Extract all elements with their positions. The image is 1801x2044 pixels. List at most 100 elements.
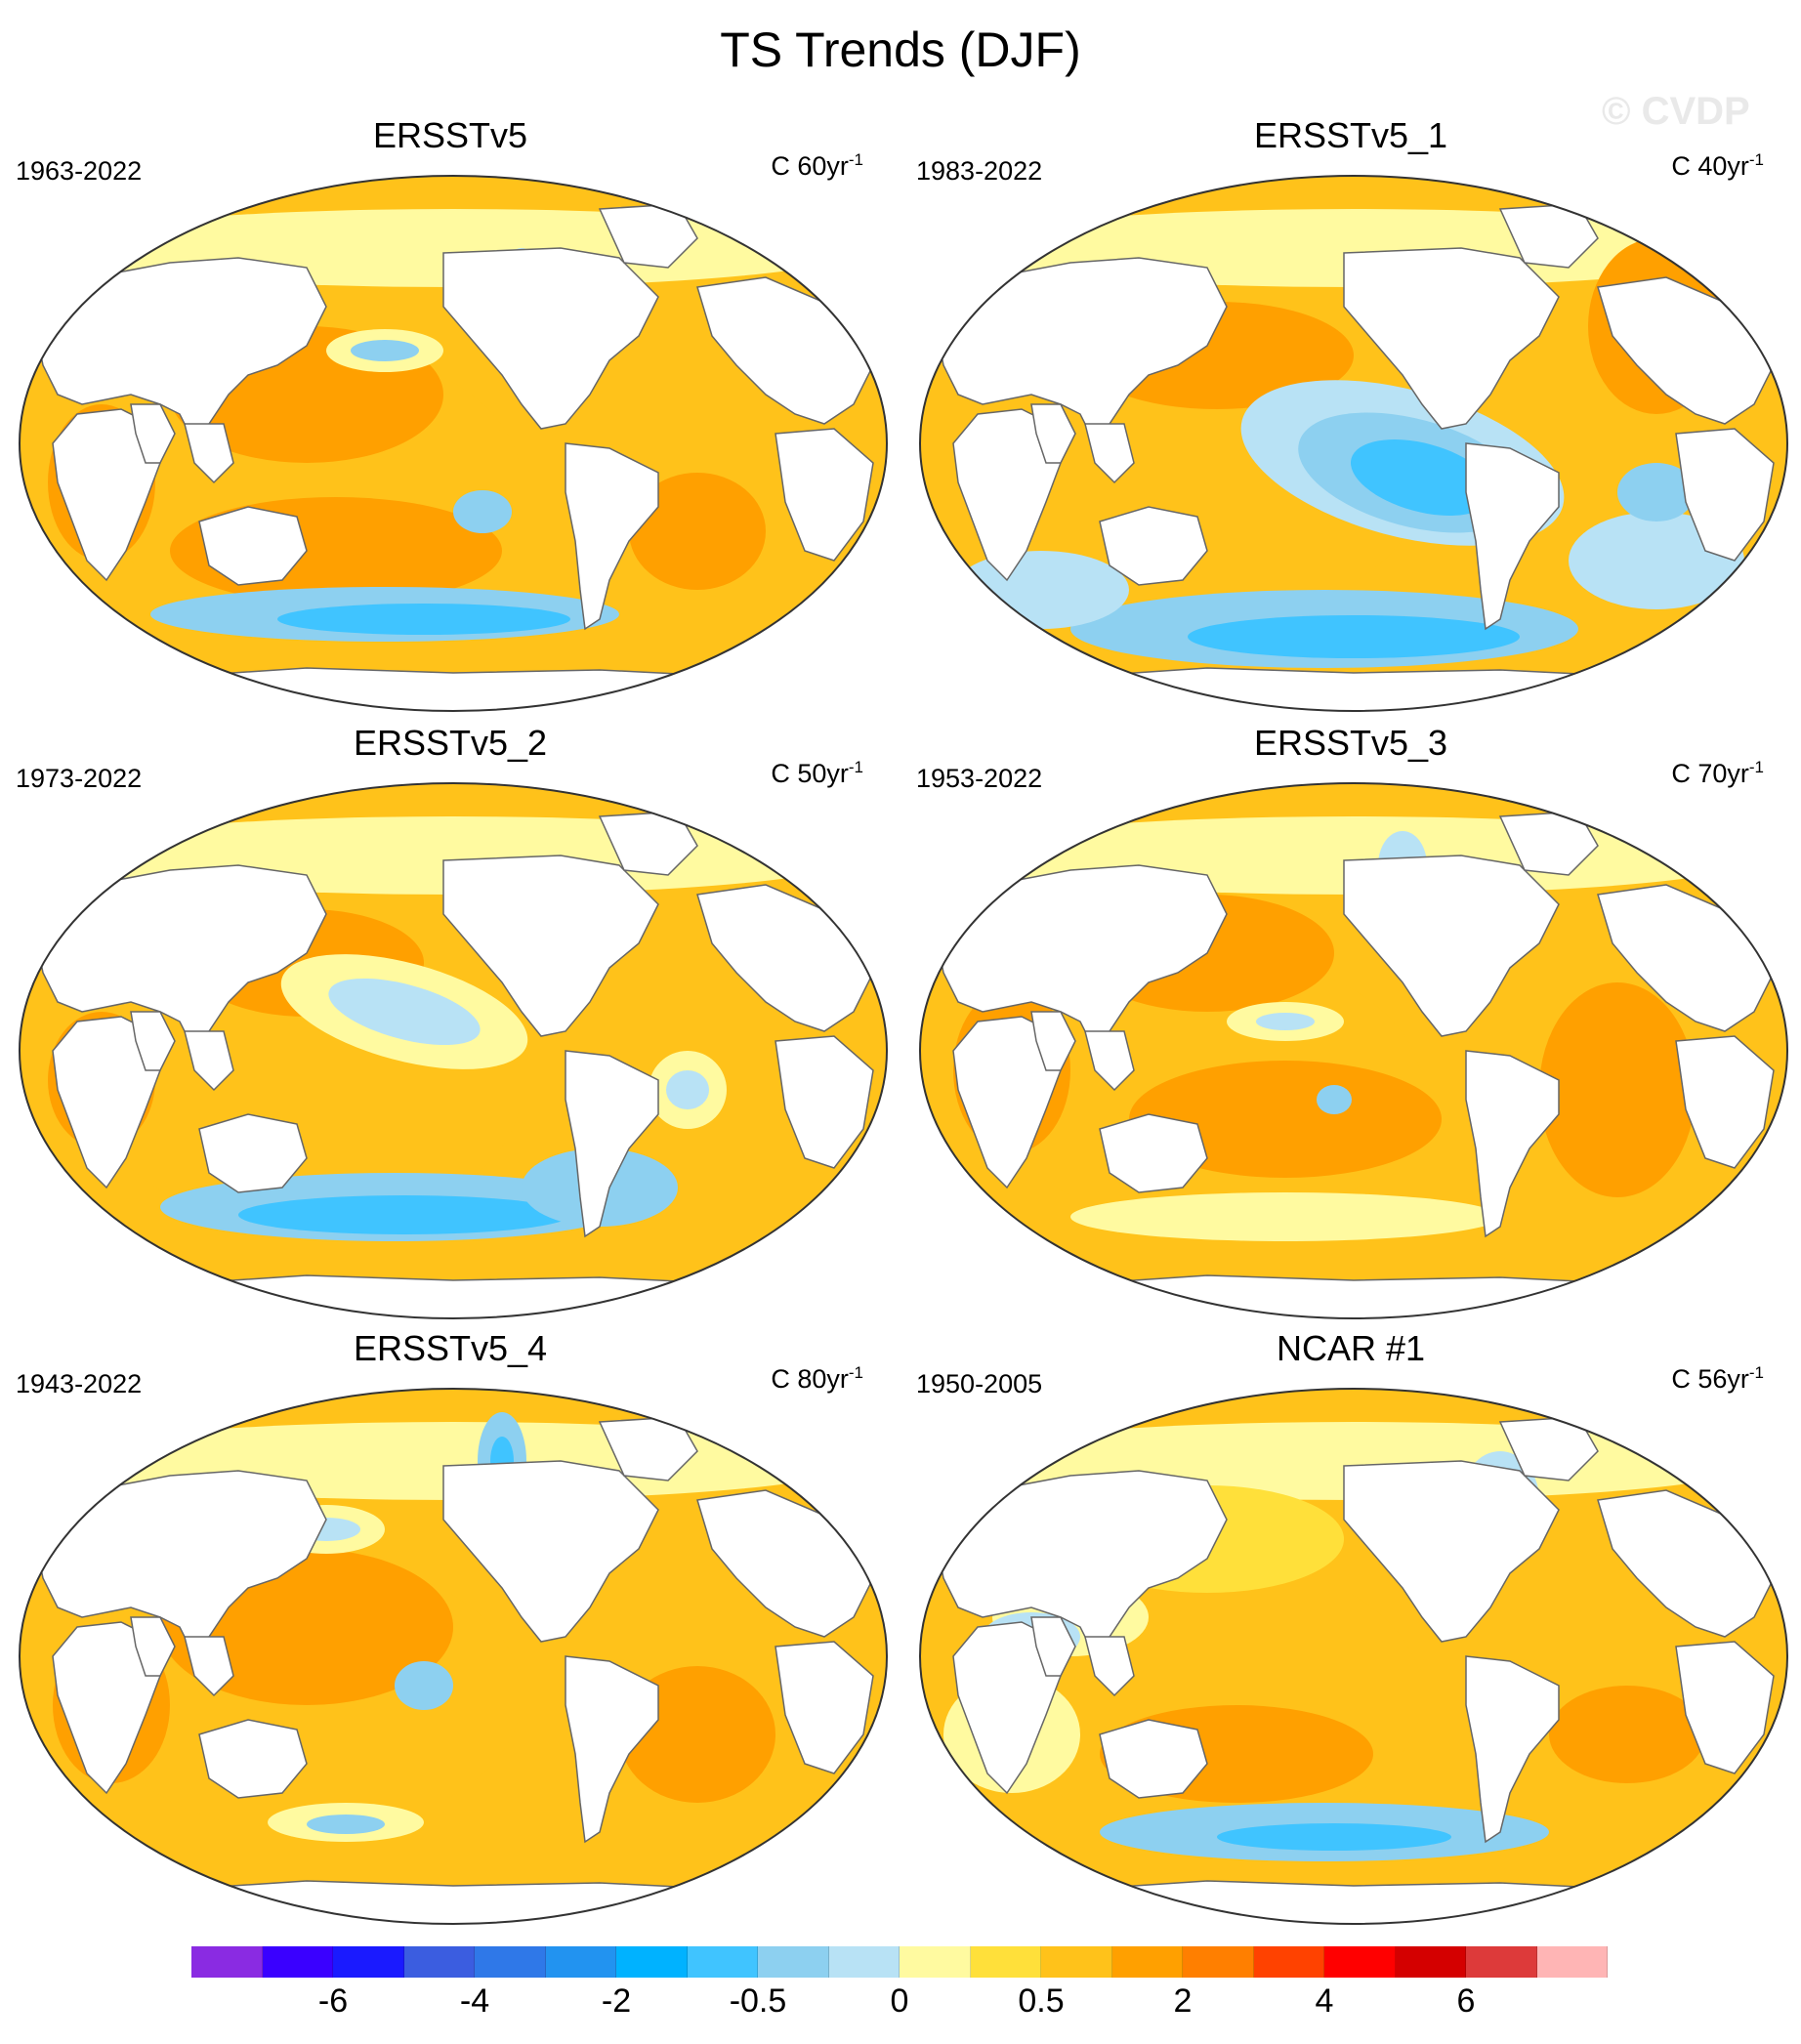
units-exponent: -1 xyxy=(848,150,863,169)
panel-title: ERSSTv5_3 xyxy=(1253,723,1448,763)
units-exponent: -1 xyxy=(848,758,863,776)
land-mass xyxy=(1099,1113,1208,1193)
colorbar-box xyxy=(1253,1946,1324,1978)
map-panel: ERSSTv5_3 1953-2022 C 70yr-1 xyxy=(900,723,1801,1328)
land-mass xyxy=(1343,1460,1560,1643)
panel-units: C 70yr-1 xyxy=(1671,758,1764,789)
units-exponent: -1 xyxy=(1748,150,1764,169)
map-border xyxy=(919,175,1788,712)
land-mass xyxy=(952,1016,1062,1189)
land-mass xyxy=(565,442,659,631)
cold-anomaly xyxy=(238,1195,570,1234)
land-mass xyxy=(442,247,659,430)
land-mass xyxy=(198,506,308,586)
colorbar-box xyxy=(1466,1946,1537,1978)
cold-anomaly xyxy=(1350,439,1494,516)
map-panel: ERSSTv5_2 1973-2022 C 50yr-1 xyxy=(0,723,900,1328)
map-panel: ERSSTv5 1963-2022 C 60yr-1 xyxy=(0,115,900,721)
panel-period: 1950-2005 xyxy=(916,1369,1043,1398)
land-mass xyxy=(130,1616,176,1677)
land-mass xyxy=(775,1035,874,1169)
land-mass xyxy=(933,257,1228,436)
units-text: C 50yr xyxy=(771,759,849,788)
land-mass xyxy=(1675,428,1775,562)
units-text: C 56yr xyxy=(1671,1364,1749,1394)
land-mass xyxy=(157,1274,759,1318)
colorbar-box xyxy=(1536,1946,1608,1978)
colorbar-box xyxy=(828,1946,900,1978)
page-title: TS Trends (DJF) xyxy=(720,22,1081,77)
map-field xyxy=(20,1389,887,1924)
colorbar-label: 0 xyxy=(890,1982,909,2020)
map-border xyxy=(19,782,888,1319)
warm-anomaly xyxy=(1549,1686,1705,1783)
land-mass xyxy=(1099,1719,1208,1799)
colorbar-label: -0.5 xyxy=(729,1982,787,2020)
colorbar-box xyxy=(262,1946,333,1978)
colorbar-box xyxy=(545,1946,616,1978)
map-border xyxy=(19,175,888,712)
colorbar-label: 0.5 xyxy=(1018,1982,1065,2020)
panel-title: ERSSTv5_2 xyxy=(353,723,548,763)
map-field xyxy=(20,783,887,1318)
land-mass xyxy=(696,276,874,425)
colorbar-label: 4 xyxy=(1315,1982,1334,2020)
world-map xyxy=(919,175,1788,712)
panel-units: C 50yr-1 xyxy=(771,758,863,789)
colorbar-label: 2 xyxy=(1173,1982,1193,2020)
land-mass xyxy=(442,855,659,1037)
panel-title: ERSSTv5 xyxy=(372,115,528,155)
map-border xyxy=(19,1388,888,1925)
cold-anomaly xyxy=(277,604,570,635)
land-mass xyxy=(1058,1274,1659,1318)
world-map xyxy=(19,782,888,1319)
panel-units: C 60yr-1 xyxy=(771,150,863,182)
land-mass xyxy=(1084,423,1135,484)
colorbar-box xyxy=(1041,1946,1112,1978)
land-mass xyxy=(130,1011,176,1071)
land-mass xyxy=(1597,884,1775,1032)
land-mass xyxy=(775,1641,874,1774)
land-mass xyxy=(1465,442,1560,631)
map-border xyxy=(919,1388,1788,1925)
land-mass xyxy=(696,1489,874,1638)
colorbar-label: 6 xyxy=(1456,1982,1476,2020)
colorbar-box xyxy=(1324,1946,1396,1978)
land-mass xyxy=(157,1880,759,1924)
panel-units: C 40yr-1 xyxy=(1671,150,1764,182)
land-mass xyxy=(184,1030,234,1092)
cold-anomaly xyxy=(1188,615,1520,658)
cool-anomaly xyxy=(351,340,419,361)
cold-anomaly xyxy=(1217,1823,1451,1851)
panel-period: 1973-2022 xyxy=(16,764,143,793)
units-text: C 70yr xyxy=(1671,759,1749,788)
map-panel: NCAR #1 1950-2005 C 56yr-1 xyxy=(900,1328,1801,1934)
land-mass xyxy=(1084,1030,1135,1092)
land-mass xyxy=(1675,1641,1775,1774)
land-mass xyxy=(933,1470,1228,1648)
land-mass xyxy=(1675,1035,1775,1169)
map-panel: ERSSTv5_4 1943-2022 C 80yr-1 xyxy=(0,1328,900,1934)
panel-title: ERSSTv5_1 xyxy=(1253,115,1448,155)
land-mass xyxy=(565,1050,659,1238)
warm-anomaly xyxy=(1129,1061,1442,1178)
units-exponent: -1 xyxy=(1748,758,1764,776)
land-mass xyxy=(198,1719,308,1799)
colorbar-box xyxy=(1111,1946,1183,1978)
land-mass xyxy=(1343,855,1560,1037)
colorbar xyxy=(191,1946,1608,1978)
land-mass xyxy=(52,1016,161,1189)
land-mass xyxy=(933,864,1228,1043)
cool-anomaly xyxy=(1317,1085,1352,1114)
land-mass xyxy=(1030,1011,1076,1071)
land-mass xyxy=(1597,1489,1775,1638)
land-mass xyxy=(32,257,327,436)
world-map xyxy=(19,1388,888,1925)
colorbar-box xyxy=(333,1946,404,1978)
land-mass xyxy=(1343,247,1560,430)
units-text: C 40yr xyxy=(1671,151,1749,181)
warm-anomaly xyxy=(629,473,766,590)
land-mass xyxy=(1084,1636,1135,1697)
land-mass xyxy=(52,408,161,582)
world-map xyxy=(919,1388,1788,1925)
